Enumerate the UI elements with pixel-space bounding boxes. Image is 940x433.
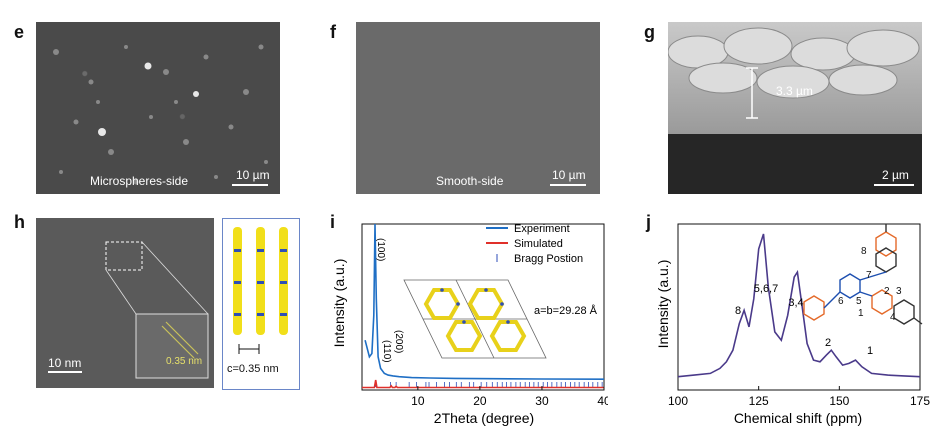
sem-image-smooth: Smooth-side 10 µm: [356, 22, 600, 194]
x-tick-label: 150: [829, 394, 849, 408]
svg-text:6: 6: [838, 296, 844, 307]
xrd-chart: 10 20 30 40 2Theta (degree) Intensity (a.u.…: [331, 223, 608, 426]
nmr-chart: 100 125 150 175 Chemical shift (ppm) Intens…: [658, 223, 930, 426]
lattice-parameter-label: a=b=29.28 Å: [534, 304, 598, 317]
legend-experiment: Experiment: [514, 223, 570, 235]
plot-frame: [677, 223, 921, 391]
x-tick-label: 10: [411, 394, 425, 408]
svg-text:3: 3: [896, 286, 902, 297]
spacing-label-h: 0.35 nm: [166, 356, 203, 367]
x-tick-label: 100: [668, 394, 688, 408]
svg-text:7: 7: [866, 270, 872, 281]
x-tick-label: 20: [473, 394, 487, 408]
x-tick-label: 40: [597, 394, 608, 408]
nmr-annotation-8: 8: [735, 305, 741, 317]
thickness-marker: [746, 67, 758, 119]
panel-label-f: f: [330, 22, 336, 42]
scale-label-g: 2 µm: [882, 168, 909, 182]
x-tick-label: 125: [749, 394, 769, 408]
nmr-annotation-34: 3,4: [788, 297, 803, 309]
cof-structure-inset: [403, 279, 547, 359]
xrd-x-axis-label: 2Theta (degree): [434, 410, 534, 426]
tem-image: 0.35 nm 10 nm: [36, 218, 214, 388]
nmr-annotation-1: 1: [867, 345, 873, 357]
nmr-annotation-567: 5,6,7: [754, 283, 778, 295]
peak-label-200: (200): [393, 330, 404, 353]
svg-text:1: 1: [858, 308, 864, 319]
stacking-inset: c=0.35 nm: [222, 218, 300, 390]
caption-smooth-side: Smooth-side: [436, 174, 504, 188]
svg-text:4: 4: [890, 312, 896, 323]
scale-bar-e: [232, 184, 268, 186]
panel-label-g: g: [644, 22, 655, 42]
c-spacing-label: c=0.35 nm: [227, 363, 279, 375]
series-line: [364, 223, 605, 380]
panel-label-i: i: [330, 212, 336, 232]
molecule-structure-inset: [803, 224, 923, 325]
sem-image-cross-section: 3.3 µm 2 µm: [668, 22, 922, 194]
svg-text:5: 5: [856, 296, 862, 307]
nmr-y-axis-label: Intensity (a.u.): [658, 260, 671, 349]
legend-simulated: Simulated: [514, 238, 563, 250]
nmr-annotation-2: 2: [825, 337, 831, 349]
scale-label-h: 10 nm: [48, 356, 82, 370]
scale-label-e: 10 µm: [236, 168, 270, 182]
thickness-label: 3.3 µm: [776, 84, 813, 98]
scale-bar-g: [874, 184, 914, 186]
peak-label-100: (100): [375, 238, 386, 261]
svg-text:2: 2: [884, 286, 890, 297]
series-line: [677, 233, 921, 378]
svg-text:8: 8: [861, 246, 867, 257]
series-line: [362, 379, 604, 389]
x-tick-label: 30: [535, 394, 549, 408]
dome-texture: [668, 27, 920, 99]
molecule-atom-labels: 8 7 6 5 1 2 3 4: [838, 246, 902, 323]
scale-bar-f: [550, 184, 586, 186]
sem-image-microspheres: Microspheres-side 10 µm: [36, 22, 280, 194]
stacking-model: [233, 227, 288, 354]
peak-label-110: (110): [381, 340, 392, 363]
caption-microspheres-side: Microspheres-side: [90, 174, 189, 188]
plot-frame: [361, 223, 605, 391]
panel-label-j: j: [646, 212, 652, 232]
xrd-y-axis-label: Intensity (a.u.): [331, 259, 347, 348]
x-tick-label: 175: [910, 394, 930, 408]
legend-bragg: Bragg Postion: [514, 253, 583, 265]
microsphere-texture: [53, 44, 268, 185]
panel-label-h: h: [14, 212, 25, 232]
scale-label-f: 10 µm: [552, 168, 586, 182]
panel-label-e: e: [14, 22, 25, 42]
tem-overlay: [48, 241, 209, 379]
nmr-x-axis-label: Chemical shift (ppm): [734, 410, 862, 426]
